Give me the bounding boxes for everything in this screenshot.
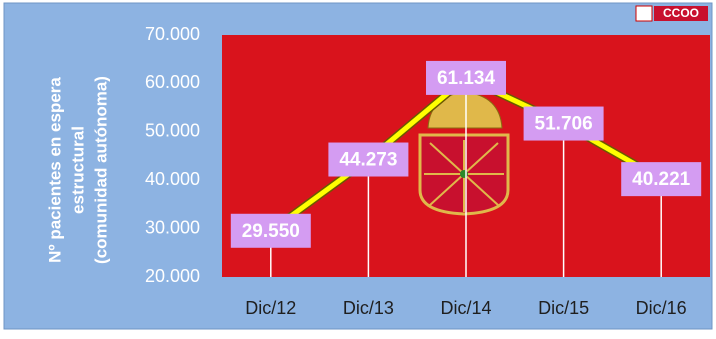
x-tick-label: Dic/16 (636, 298, 687, 318)
data-label: 29.550 (242, 221, 300, 242)
data-label-box (328, 142, 409, 177)
data-label: 40.221 (632, 169, 691, 190)
y-tick-label: 40.000 (145, 169, 200, 189)
data-label-box (523, 106, 604, 141)
brand-logo: CCOO (635, 5, 708, 22)
y-tick-label: 30.000 (145, 217, 200, 237)
x-tick-label: Dic/14 (440, 298, 491, 318)
y-tick-label: 70.000 (145, 24, 200, 44)
data-label-box (426, 60, 506, 95)
y-axis-title: Nº pacientes en espera estructural (comu… (45, 76, 110, 264)
logo-text: CCOO (663, 6, 699, 20)
x-tick-label: Dic/13 (343, 298, 394, 318)
data-label-box (621, 162, 702, 197)
y-axis-title-line: Nº pacientes en espera (45, 77, 64, 263)
data-label-box (230, 213, 311, 248)
logo-icon (635, 5, 653, 22)
y-axis-title-line: estructural (68, 126, 87, 214)
data-label: 44.273 (339, 150, 397, 171)
emerald (460, 170, 468, 178)
logo-box (654, 6, 708, 21)
y-tick-label: 20.000 (145, 266, 200, 286)
data-label: 51.706 (535, 114, 593, 135)
y-tick-label: 60.000 (145, 72, 200, 92)
x-tick-label: Dic/12 (245, 298, 296, 318)
data-label: 61.134 (437, 68, 496, 89)
y-axis-title-line: (comunidad autónoma) (91, 76, 110, 264)
x-tick-label: Dic/15 (538, 298, 589, 318)
y-tick-label: 50.000 (145, 121, 200, 141)
